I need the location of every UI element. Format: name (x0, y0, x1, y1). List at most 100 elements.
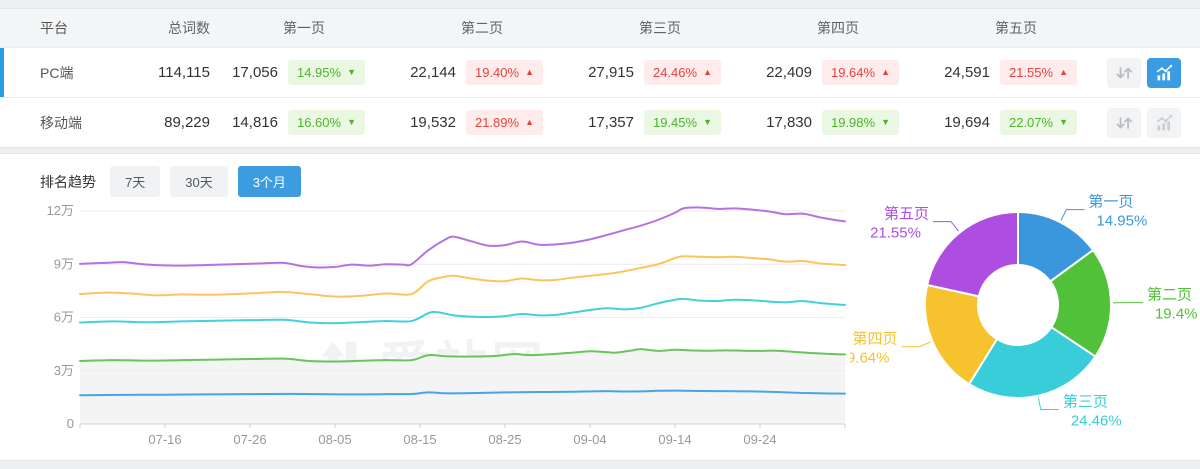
page1-value: 14,816 (232, 114, 278, 131)
page1-value: 17,056 (232, 64, 278, 81)
active-row-indicator (0, 48, 4, 97)
trend-arrow-icon: ▲ (1059, 67, 1068, 77)
trend-arrow-icon: ▲ (881, 67, 890, 77)
tab-7days[interactable]: 7天 (110, 166, 161, 197)
svg-text:6万: 6万 (54, 310, 74, 325)
table-header-row: 平台 总词数 第一页 第二页 第三页 第四页 第五页 (0, 9, 1200, 47)
trend-chart-icon (1156, 64, 1173, 80)
trend-arrow-icon: ▼ (347, 117, 356, 127)
pct-text: 21.55% (1008, 65, 1054, 80)
page1-cell: 14,816 16.60% ▼ (215, 110, 393, 135)
trend-arrow-icon: ▼ (703, 117, 712, 127)
pct-text: 24.46% (652, 65, 698, 80)
page2-cell: 22,144 19.40% ▲ (393, 60, 571, 85)
svg-text:0: 0 (67, 416, 74, 431)
page2-trend-badge: 19.40% ▲ (465, 60, 543, 85)
sort-arrows-icon (1116, 66, 1133, 79)
platform-label: PC端 (40, 64, 74, 81)
page3-value: 17,357 (588, 114, 634, 131)
col-header-page3: 第三页 (639, 20, 681, 36)
page5-value: 19,694 (944, 114, 990, 131)
page5-cell: 24,591 21.55% ▲ (927, 60, 1105, 85)
svg-text:3万: 3万 (54, 363, 74, 378)
col-header-page5: 第五页 (995, 20, 1037, 36)
svg-text:07-26: 07-26 (233, 432, 266, 447)
svg-text:08-25: 08-25 (488, 432, 521, 447)
page4-value: 22,409 (766, 64, 812, 81)
page-distribution-donut-chart: 第一页 14.95% 第二页 19.4% 第三页 24.46% 第四页 19.64% 第五页 21… (839, 193, 1198, 430)
page5-cell: 19,694 22.07% ▼ (927, 110, 1105, 135)
col-header-page1: 第一页 (283, 20, 325, 36)
table-row-pc[interactable]: PC端 114,115 17,056 14.95% ▼ 22,144 19.40%… (0, 47, 1200, 97)
svg-text:第三页: 第三页 (1063, 393, 1108, 411)
trend-section-title: 排名趋势 (40, 173, 96, 190)
page4-trend-badge: 19.64% ▲ (821, 60, 899, 85)
tab-3months[interactable]: 3个月 (237, 166, 301, 197)
page5-trend-badge: 22.07% ▼ (999, 110, 1077, 135)
svg-text:09-24: 09-24 (743, 432, 776, 447)
trend-arrow-icon: ▲ (525, 67, 534, 77)
svg-text:19.4%: 19.4% (1155, 306, 1198, 323)
svg-text:09-14: 09-14 (658, 432, 691, 447)
page3-trend-badge: 24.46% ▲ (643, 60, 721, 85)
svg-text:14.95%: 14.95% (1096, 213, 1147, 230)
page3-trend-badge: 19.45% ▼ (643, 110, 721, 135)
trend-arrow-icon: ▼ (881, 117, 890, 127)
svg-text:第一页: 第一页 (1088, 193, 1133, 211)
svg-text:21.55%: 21.55% (870, 225, 921, 242)
trend-section: 排名趋势 7天 30天 3个月 爱站网 03万6万9万12万07-1607-26… (0, 153, 1200, 461)
svg-text:第二页: 第二页 (1147, 286, 1192, 304)
page3-cell: 17,357 19.45% ▼ (571, 110, 749, 135)
trend-arrow-icon: ▲ (703, 67, 712, 77)
pct-text: 14.95% (296, 65, 342, 80)
tab-30days[interactable]: 30天 (170, 166, 228, 197)
pct-text: 16.60% (296, 115, 342, 130)
svg-text:08-05: 08-05 (318, 432, 351, 447)
svg-text:08-15: 08-15 (403, 432, 436, 447)
sort-button[interactable] (1107, 107, 1141, 138)
table-row-mobile[interactable]: 移动端 89,229 14,816 16.60% ▼ 19,532 21.89% ▲… (0, 97, 1200, 147)
total-words-value: 114,115 (158, 64, 210, 81)
col-header-total: 总词数 (168, 20, 210, 36)
page2-trend-badge: 21.89% ▲ (465, 110, 543, 135)
svg-text:12万: 12万 (47, 203, 74, 218)
page1-trend-badge: 14.95% ▼ (287, 60, 365, 85)
trend-arrow-icon: ▼ (347, 67, 356, 77)
page5-value: 24,591 (944, 64, 990, 81)
svg-text:09-04: 09-04 (573, 432, 606, 447)
show-chart-button-mobile[interactable] (1147, 107, 1181, 138)
pct-text: 21.89% (474, 115, 520, 130)
ranking-table: 平台 总词数 第一页 第二页 第三页 第四页 第五页 PC端 114,115 1… (0, 8, 1200, 148)
page1-trend-badge: 16.60% ▼ (287, 110, 365, 135)
page4-value: 17,830 (766, 114, 812, 131)
page4-cell: 22,409 19.64% ▲ (749, 60, 927, 85)
sort-button[interactable] (1107, 57, 1141, 88)
pct-text: 19.45% (652, 115, 698, 130)
page2-cell: 19,532 21.89% ▲ (393, 110, 571, 135)
page4-cell: 17,830 19.98% ▼ (749, 110, 927, 135)
svg-text:24.46%: 24.46% (1071, 413, 1122, 430)
pct-text: 19.40% (474, 65, 520, 80)
sort-arrows-icon (1116, 116, 1133, 129)
show-chart-button-pc[interactable] (1147, 57, 1181, 88)
pct-text: 19.64% (830, 65, 876, 80)
page4-trend-badge: 19.98% ▼ (821, 110, 899, 135)
svg-text:07-16: 07-16 (148, 432, 181, 447)
trend-arrow-icon: ▼ (1059, 117, 1068, 127)
trend-line-chart: 0 3万 6万 9万 12万 07-16 07-26 08-05 08-15 08-25 09-04… (47, 203, 846, 447)
svg-text:第五页: 第五页 (884, 205, 929, 223)
page3-cell: 27,915 24.46% ▲ (571, 60, 749, 85)
page2-value: 22,144 (410, 64, 456, 81)
platform-label: 移动端 (40, 114, 82, 131)
col-header-page4: 第四页 (817, 20, 859, 36)
svg-text:第四页: 第四页 (852, 330, 897, 348)
page2-value: 19,532 (410, 114, 456, 131)
col-header-platform: 平台 (40, 20, 68, 36)
svg-text:9万: 9万 (54, 256, 74, 271)
page1-cell: 17,056 14.95% ▼ (215, 60, 393, 85)
pct-text: 22.07% (1008, 115, 1054, 130)
svg-text:19.64%: 19.64% (850, 350, 889, 367)
col-header-page2: 第二页 (461, 20, 503, 36)
page3-value: 27,915 (588, 64, 634, 81)
page5-trend-badge: 21.55% ▲ (999, 60, 1077, 85)
